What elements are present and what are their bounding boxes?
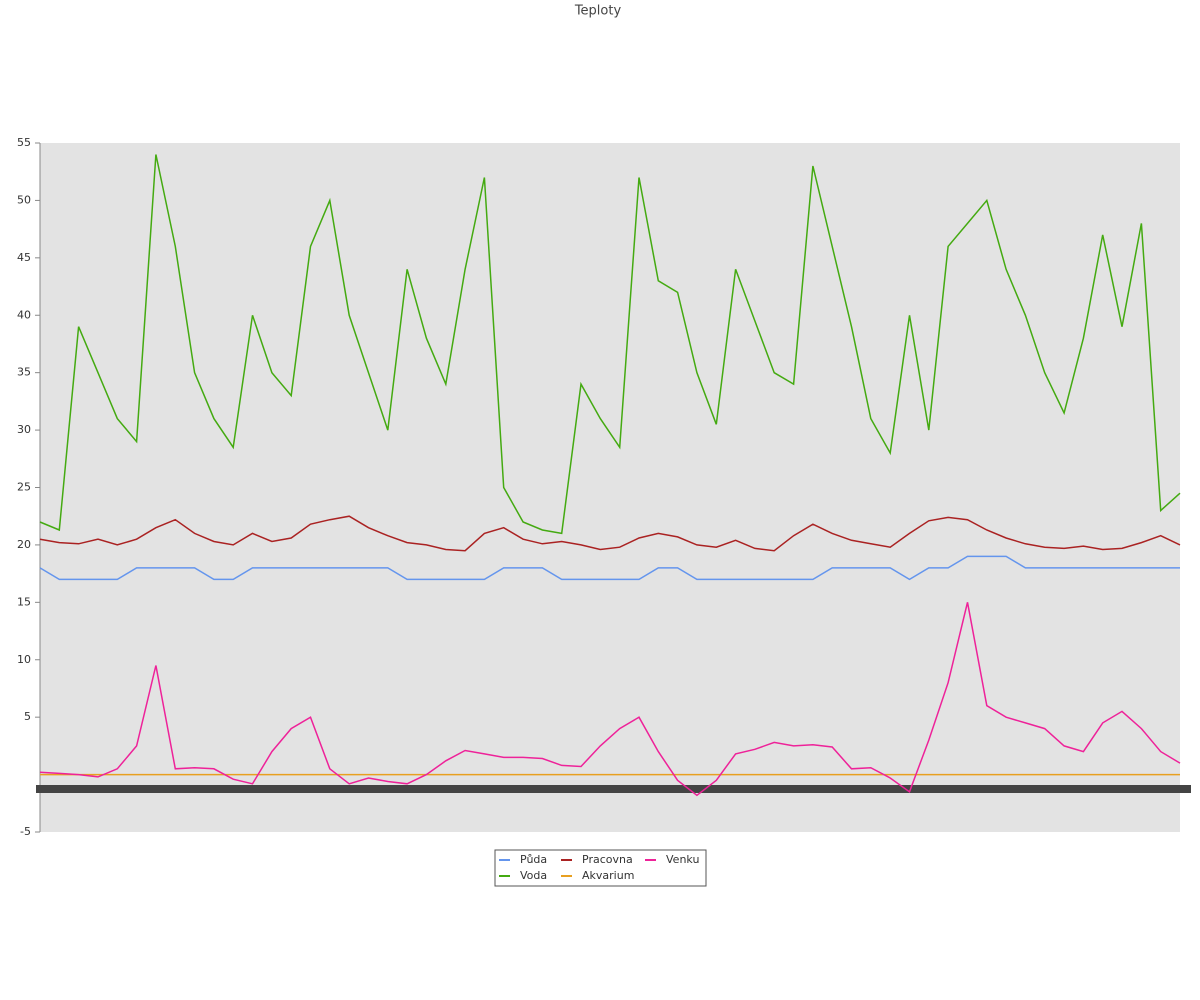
y-tick-label: 40 [17, 308, 31, 321]
legend-label: Pracovna [582, 853, 633, 866]
series-line [39, 555, 1180, 581]
y-tick-label: 25 [17, 481, 31, 494]
legend-label: Půda [520, 853, 547, 866]
y-tick-label: 50 [17, 193, 31, 206]
legend-label: Akvarium [582, 869, 634, 882]
y-tick-label: 10 [17, 653, 31, 666]
legend-label: Voda [520, 869, 547, 882]
plot-area [40, 143, 1180, 832]
series-line [39, 602, 1181, 797]
y-tick-label: 45 [17, 251, 31, 264]
y-tick-label: 55 [17, 136, 31, 149]
y-tick-label: 30 [17, 423, 31, 436]
y-tick-label: 20 [17, 538, 31, 551]
series-line [39, 154, 1181, 535]
y-tick-label: 35 [17, 366, 31, 379]
y-tick-label: 5 [24, 710, 31, 723]
series-line [39, 515, 1181, 552]
y-tick-label: 15 [17, 595, 31, 608]
y-tick-label: -5 [20, 825, 31, 838]
legend [494, 849, 707, 887]
chart-title: Teploty [574, 4, 622, 19]
x-tick-labels-overlap [36, 785, 1191, 793]
legend-label: Venku [666, 853, 699, 866]
